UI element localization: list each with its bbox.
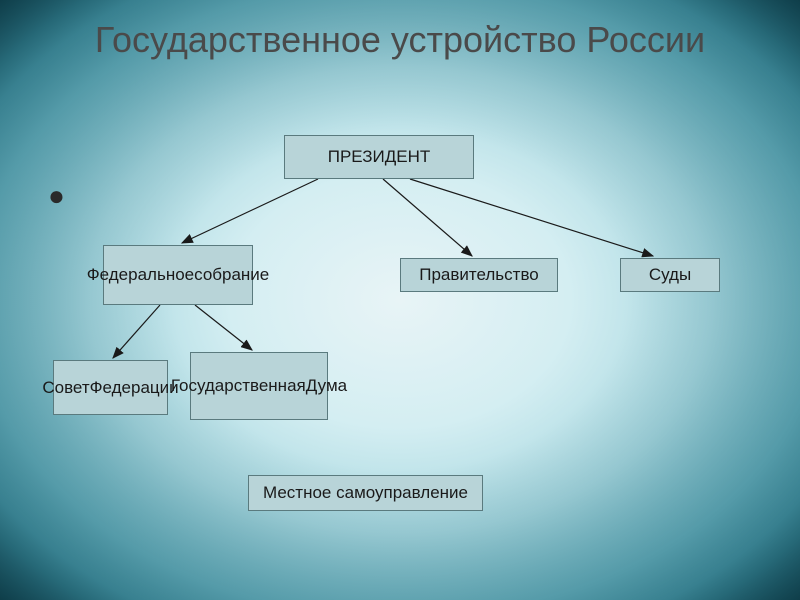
node-state_duma: ГосударственнаяДума bbox=[190, 352, 328, 420]
diagram-container: Государственное устройство России ● ПРЕЗ… bbox=[0, 0, 800, 600]
node-federation_council: СоветФедерации bbox=[53, 360, 168, 415]
node-federal_assembly: Федеральноесобрание bbox=[103, 245, 253, 305]
edge-president-federal_assembly bbox=[182, 179, 318, 243]
edge-federal_assembly-federation_council bbox=[113, 305, 160, 358]
edge-federal_assembly-state_duma bbox=[195, 305, 252, 350]
node-local_gov: Местное самоуправление bbox=[248, 475, 483, 511]
bullet-point: ● bbox=[48, 180, 65, 212]
page-title: Государственное устройство России bbox=[0, 0, 800, 61]
edge-president-courts bbox=[410, 179, 653, 256]
node-president: ПРЕЗИДЕНТ bbox=[284, 135, 474, 179]
node-courts: Суды bbox=[620, 258, 720, 292]
node-government: Правительство bbox=[400, 258, 558, 292]
edge-president-government bbox=[383, 179, 472, 256]
